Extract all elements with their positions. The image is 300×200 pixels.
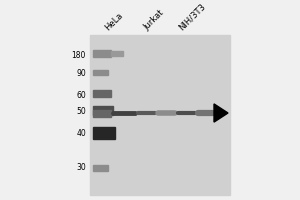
Bar (111, 50, 123, 55)
Bar (93, 70, 108, 74)
Text: NIH/3T3: NIH/3T3 (177, 2, 207, 32)
Polygon shape (214, 104, 228, 122)
Text: 180: 180 (72, 50, 86, 60)
Text: 90: 90 (76, 68, 86, 77)
Text: 30: 30 (76, 164, 86, 172)
Text: HeLa: HeLa (103, 11, 125, 32)
Bar (93, 49, 111, 56)
Text: 40: 40 (76, 129, 86, 138)
Bar (93, 110, 111, 116)
Text: 60: 60 (76, 90, 86, 99)
Text: Jurkat: Jurkat (142, 8, 165, 32)
Bar (93, 90, 111, 97)
Bar (93, 165, 108, 171)
Bar (93, 106, 113, 114)
Text: 50: 50 (76, 108, 86, 116)
Bar (93, 127, 115, 139)
Bar (90, 35, 230, 195)
